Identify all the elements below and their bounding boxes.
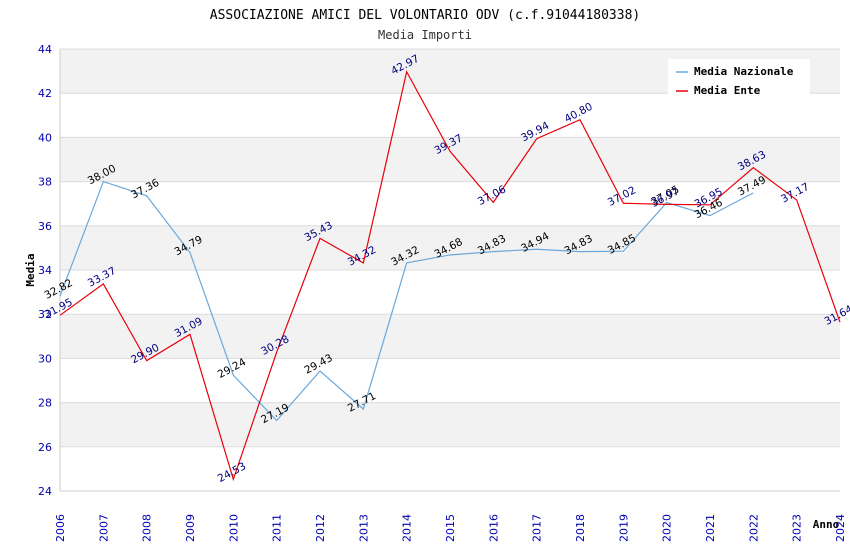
y-tick-label: 40 [38, 131, 52, 144]
plot-band [60, 358, 840, 403]
y-tick-label: 34 [38, 264, 52, 277]
x-tick-label: 2022 [747, 514, 760, 542]
plot-band [60, 402, 840, 447]
y-tick-label: 38 [38, 176, 52, 189]
plot-band [60, 181, 840, 226]
x-tick-label: 2014 [401, 514, 414, 542]
y-tick-label: 36 [38, 220, 52, 233]
x-tick-label: 2009 [184, 514, 197, 542]
x-tick-label: 2018 [574, 514, 587, 542]
y-tick-label: 24 [38, 485, 52, 498]
x-tick-label: 2016 [487, 514, 500, 542]
x-tick-label: 2024 [834, 514, 847, 542]
plot-band [60, 270, 840, 315]
x-tick-label: 2012 [314, 514, 327, 542]
series-lines [59, 70, 841, 482]
y-axis-ticks: 24 26 28 30 32 34 36 38 40 42 44 [38, 43, 52, 498]
y-tick-label: 28 [38, 397, 52, 410]
x-tick-label: 2021 [704, 514, 717, 542]
y-tick-label: 42 [38, 87, 52, 100]
x-tick-label: 2008 [141, 514, 154, 542]
plot-background [60, 49, 840, 491]
plot-band [60, 225, 840, 270]
x-tick-label: 2007 [97, 514, 110, 542]
x-tick-label: 2010 [227, 514, 240, 542]
legend-label-media-ente: Media Ente [694, 84, 761, 97]
x-tick-label: 2013 [357, 514, 370, 542]
plot-band [60, 137, 840, 182]
x-tick-label: 2017 [531, 514, 544, 542]
chart-subtitle: Media Importi [378, 28, 472, 42]
grid-lines [59, 48, 840, 492]
x-tick-label: 2023 [791, 514, 804, 542]
x-axis-ticks: 2006 2007 2008 2009 2010 2011 2012 2013 2014 2015… [54, 514, 847, 542]
series-line-media-ente [59, 70, 841, 482]
legend-label-media-nazionale: Media Nazionale [694, 65, 794, 78]
x-tick-label: 2019 [617, 514, 630, 542]
x-tick-label: 2020 [661, 514, 674, 542]
legend-box [668, 59, 810, 101]
plot-band [60, 446, 840, 491]
series-line-media-nazionale [59, 180, 754, 422]
x-tick-label: 2011 [271, 514, 284, 542]
x-axis-label: Anno [813, 518, 840, 531]
y-tick-label: 44 [38, 43, 52, 56]
chart-title: ASSOCIAZIONE AMICI DEL VOLONTARIO ODV (c… [210, 8, 640, 23]
y-tick-label: 32 [38, 308, 52, 321]
legend: Media Nazionale Media Ente [668, 59, 810, 101]
x-tick-label: 2006 [54, 514, 67, 542]
y-axis-label: Media [24, 253, 37, 286]
y-tick-label: 30 [38, 352, 52, 365]
y-tick-label: 26 [38, 441, 52, 454]
x-tick-label: 2015 [444, 514, 457, 542]
